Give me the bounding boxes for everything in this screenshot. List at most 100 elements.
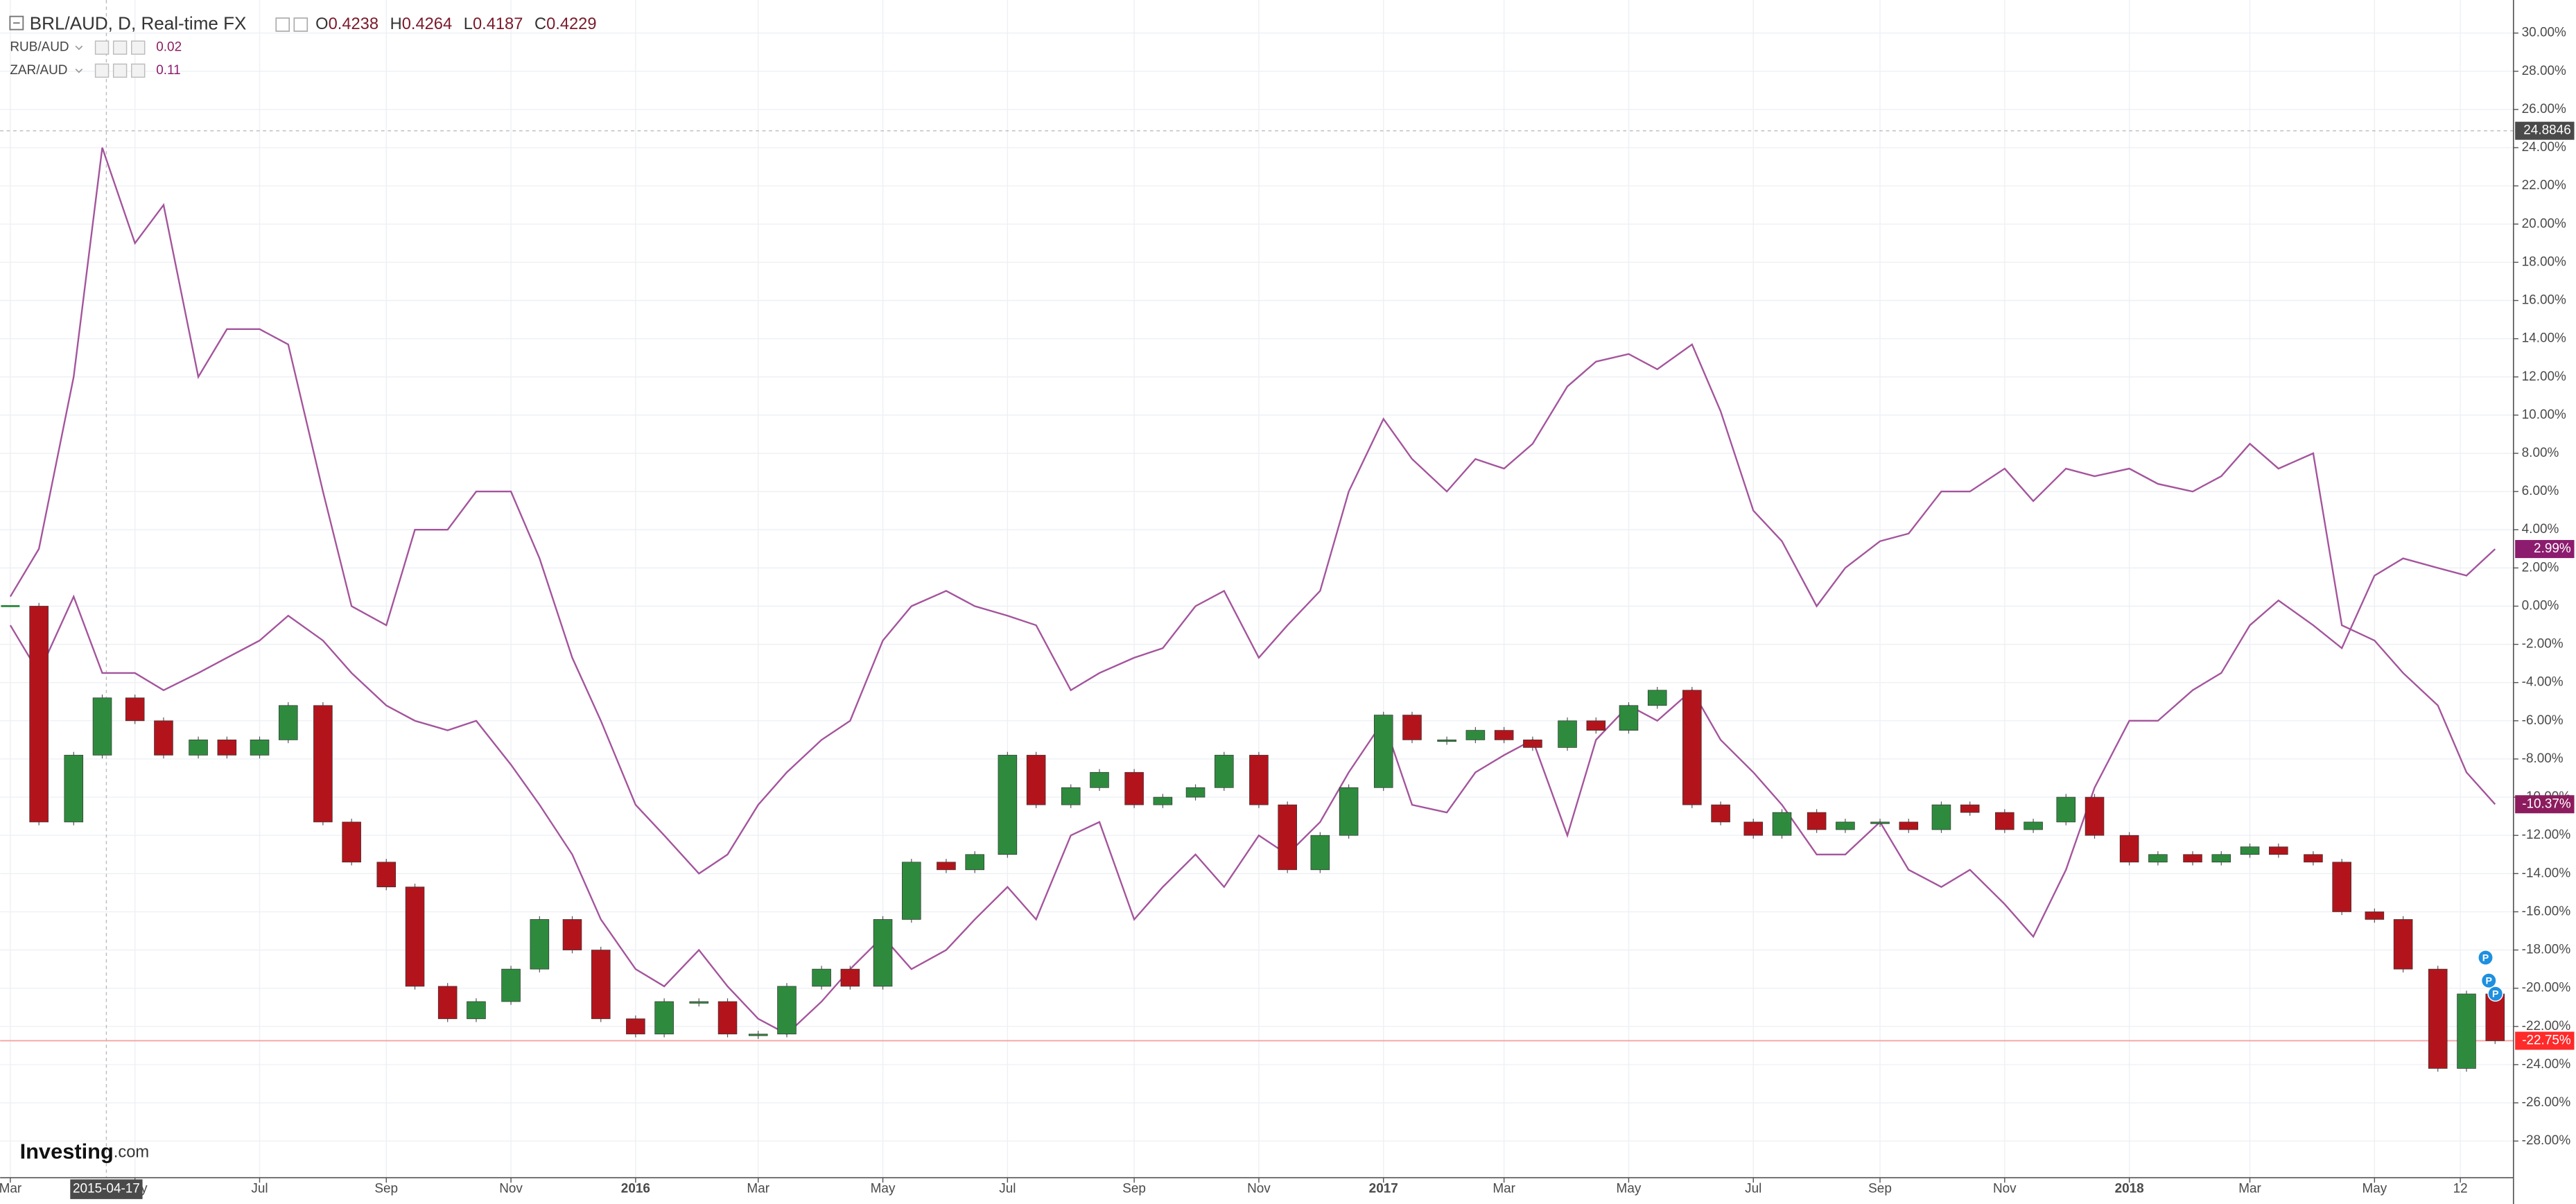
x-tick-label: Mar xyxy=(2238,1182,2261,1196)
candle xyxy=(1402,715,1422,740)
candle xyxy=(562,919,582,950)
crosshair-x-box xyxy=(70,1179,143,1199)
candle xyxy=(1647,690,1667,706)
legend-icon[interactable] xyxy=(112,40,128,55)
crosshair-y-label: 24.8846 xyxy=(2523,123,2570,138)
candle xyxy=(840,968,860,987)
x-tick-label: Nov xyxy=(1993,1182,2017,1196)
candle xyxy=(812,968,831,987)
candle xyxy=(689,1001,709,1004)
x-tick-label: 2016 xyxy=(621,1182,650,1196)
x-tick-label: Jul xyxy=(999,1182,1016,1196)
y-tick-label: -22.00% xyxy=(2522,1019,2571,1033)
candle xyxy=(1836,821,1855,830)
candle xyxy=(2085,796,2105,836)
candle xyxy=(189,740,208,756)
plot-area: PPP xyxy=(1,147,2505,1072)
candle xyxy=(1682,690,1702,805)
legend-icon[interactable] xyxy=(131,63,146,78)
candle xyxy=(64,755,84,823)
x-tick-label: Sep xyxy=(374,1182,398,1196)
candle xyxy=(501,968,521,1002)
y-tick-label: -8.00% xyxy=(2522,751,2564,766)
candle xyxy=(965,854,984,871)
y-tick-label: 12.00% xyxy=(2522,369,2566,384)
candle xyxy=(1215,755,1234,788)
x-tick-label: 12 xyxy=(2453,1182,2468,1196)
candle xyxy=(217,740,237,756)
legend-icon[interactable] xyxy=(94,40,110,55)
y-tick-label: -18.00% xyxy=(2522,943,2571,957)
series-line xyxy=(9,147,2496,875)
legend-name: RUB/AUD xyxy=(10,40,69,55)
x-tick-label: May xyxy=(2362,1182,2387,1196)
candle xyxy=(1026,755,1046,805)
candle xyxy=(2428,968,2448,1069)
candle xyxy=(1339,787,1359,836)
y-tick-label: -4.00% xyxy=(2522,675,2564,690)
legend-dropdown[interactable] xyxy=(75,68,83,73)
y-tick-label: -14.00% xyxy=(2522,866,2571,880)
candle xyxy=(777,986,797,1035)
legend-name: ZAR/AUD xyxy=(10,63,67,78)
event-marker-label: P xyxy=(2486,976,2492,987)
candle xyxy=(2304,854,2323,863)
candle xyxy=(1711,804,1730,823)
x-tick-label: Mar xyxy=(1492,1182,1515,1196)
legend-dropdown[interactable] xyxy=(75,45,83,51)
x-tick-label: Sep xyxy=(1122,1182,1146,1196)
x-tick-label: Nov xyxy=(499,1182,523,1196)
candle xyxy=(1743,821,1764,836)
y-tick-label: 20.00% xyxy=(2522,216,2566,231)
y-tick-label: 8.00% xyxy=(2522,446,2559,460)
ohlc-key: L xyxy=(464,15,473,33)
ohlc-key: C xyxy=(534,15,546,33)
candle xyxy=(1373,715,1393,788)
candle xyxy=(1870,821,1890,824)
legend-icon[interactable] xyxy=(112,63,128,78)
legend-value: 0.11 xyxy=(156,63,180,78)
candle xyxy=(1960,804,1980,813)
candle xyxy=(1278,804,1297,871)
event-marker-label: P xyxy=(2482,952,2489,963)
candle xyxy=(998,755,1018,855)
x-tick-label: May xyxy=(871,1182,896,1196)
candle xyxy=(376,862,397,887)
candle xyxy=(125,697,145,722)
candle xyxy=(873,919,893,987)
legend-icon[interactable] xyxy=(94,63,110,78)
legend: BRL/AUD, D, Real-time FX O 0.4238 H 0.4264 L… xyxy=(9,12,597,78)
candle xyxy=(748,1033,768,1036)
candle xyxy=(1523,740,1542,748)
candle xyxy=(278,705,298,740)
event-marker[interactable] xyxy=(2478,950,2494,966)
x-tick-label: Nov xyxy=(1247,1182,1271,1196)
candle xyxy=(2024,821,2043,830)
y-tick-label: -2.00% xyxy=(2522,637,2564,652)
last-value-label: -10.37% xyxy=(2522,796,2571,811)
last-value-label: 2.99% xyxy=(2534,541,2571,556)
collapse-icon[interactable] xyxy=(9,15,24,30)
candle xyxy=(29,606,49,823)
candle xyxy=(2269,846,2288,855)
x-tick-label: Jul xyxy=(251,1182,268,1196)
y-tick-label: 6.00% xyxy=(2522,484,2559,498)
y-tick-label: 22.00% xyxy=(2522,178,2566,193)
candle xyxy=(250,740,270,756)
settings-icon[interactable] xyxy=(293,17,308,32)
legend-icon[interactable] xyxy=(131,40,146,55)
ohlc-key: H xyxy=(390,15,402,33)
y-tick-label: 28.00% xyxy=(2522,64,2566,78)
event-marker[interactable] xyxy=(2480,972,2497,989)
candle xyxy=(1586,720,1606,731)
candle xyxy=(1437,740,1456,742)
chart-title: BRL/AUD, D, Real-time FX xyxy=(30,12,247,33)
last-value-box xyxy=(2515,795,2575,814)
candle xyxy=(405,887,425,987)
last-value-label: -22.75% xyxy=(2522,1033,2571,1047)
settings-icon[interactable] xyxy=(275,17,290,32)
event-marker[interactable] xyxy=(2487,986,2504,1002)
candle xyxy=(1090,771,1109,788)
